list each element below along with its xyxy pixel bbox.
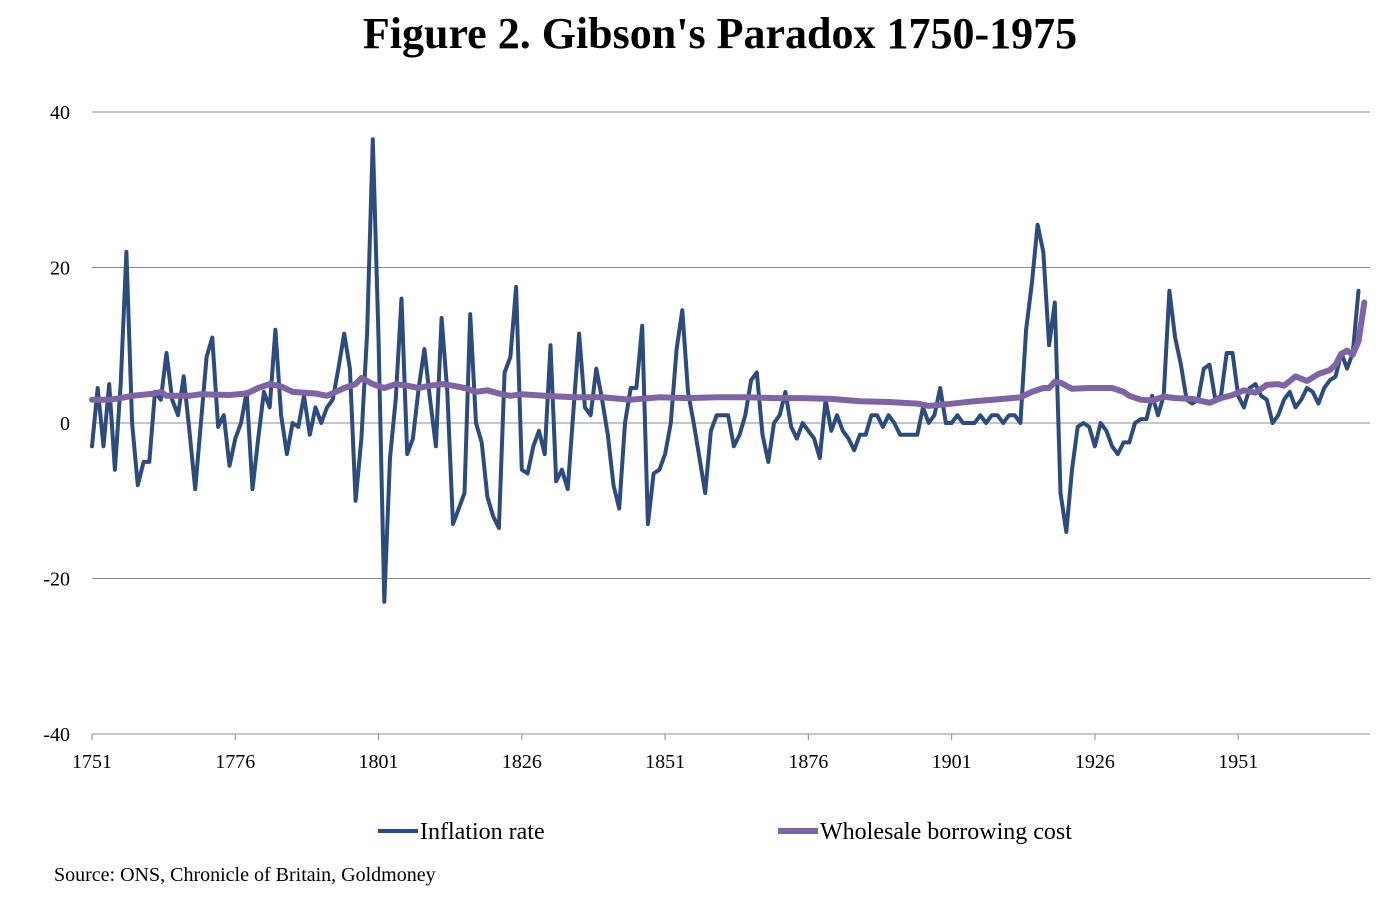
x-tick-label: 1801: [359, 751, 399, 773]
y-tick-label: 0: [60, 413, 70, 435]
y-tick-label: 20: [50, 258, 70, 280]
series-line-wholesale-borrowing-cost: [89, 299, 1368, 409]
chart-title: Figure 2. Gibson's Paradox 1750-1975: [362, 9, 1078, 58]
y-tick-label: 40: [50, 102, 70, 124]
series-lines: [89, 137, 1368, 604]
x-tick-label: 1851: [645, 751, 685, 773]
x-tick-label: 1951: [1218, 751, 1258, 773]
y-tick-label: -20: [43, 569, 70, 591]
source-note: Source: ONS, Chronicle of Britain, Goldm…: [54, 864, 436, 886]
y-axis-ticks: 40 20 0 -20 -40: [43, 102, 70, 746]
x-tick-label: 1826: [502, 751, 542, 773]
x-tick-label: 1901: [932, 751, 972, 773]
legend: Inflation rate Wholesale borrowing cost: [378, 819, 1072, 845]
series-line-inflation-rate: [90, 137, 1361, 604]
x-tick-label: 1876: [788, 751, 828, 773]
x-tick-label: 1751: [72, 751, 112, 773]
x-tick-label: 1926: [1075, 751, 1115, 773]
x-axis-ticks: 1751 1776 1801 1826 1851 1876 1901 1926 1951: [72, 734, 1258, 773]
legend-label: Inflation rate: [420, 819, 545, 845]
x-tick-label: 1776: [215, 751, 255, 773]
y-tick-label: -40: [43, 724, 70, 746]
legend-label: Wholesale borrowing cost: [820, 819, 1072, 845]
